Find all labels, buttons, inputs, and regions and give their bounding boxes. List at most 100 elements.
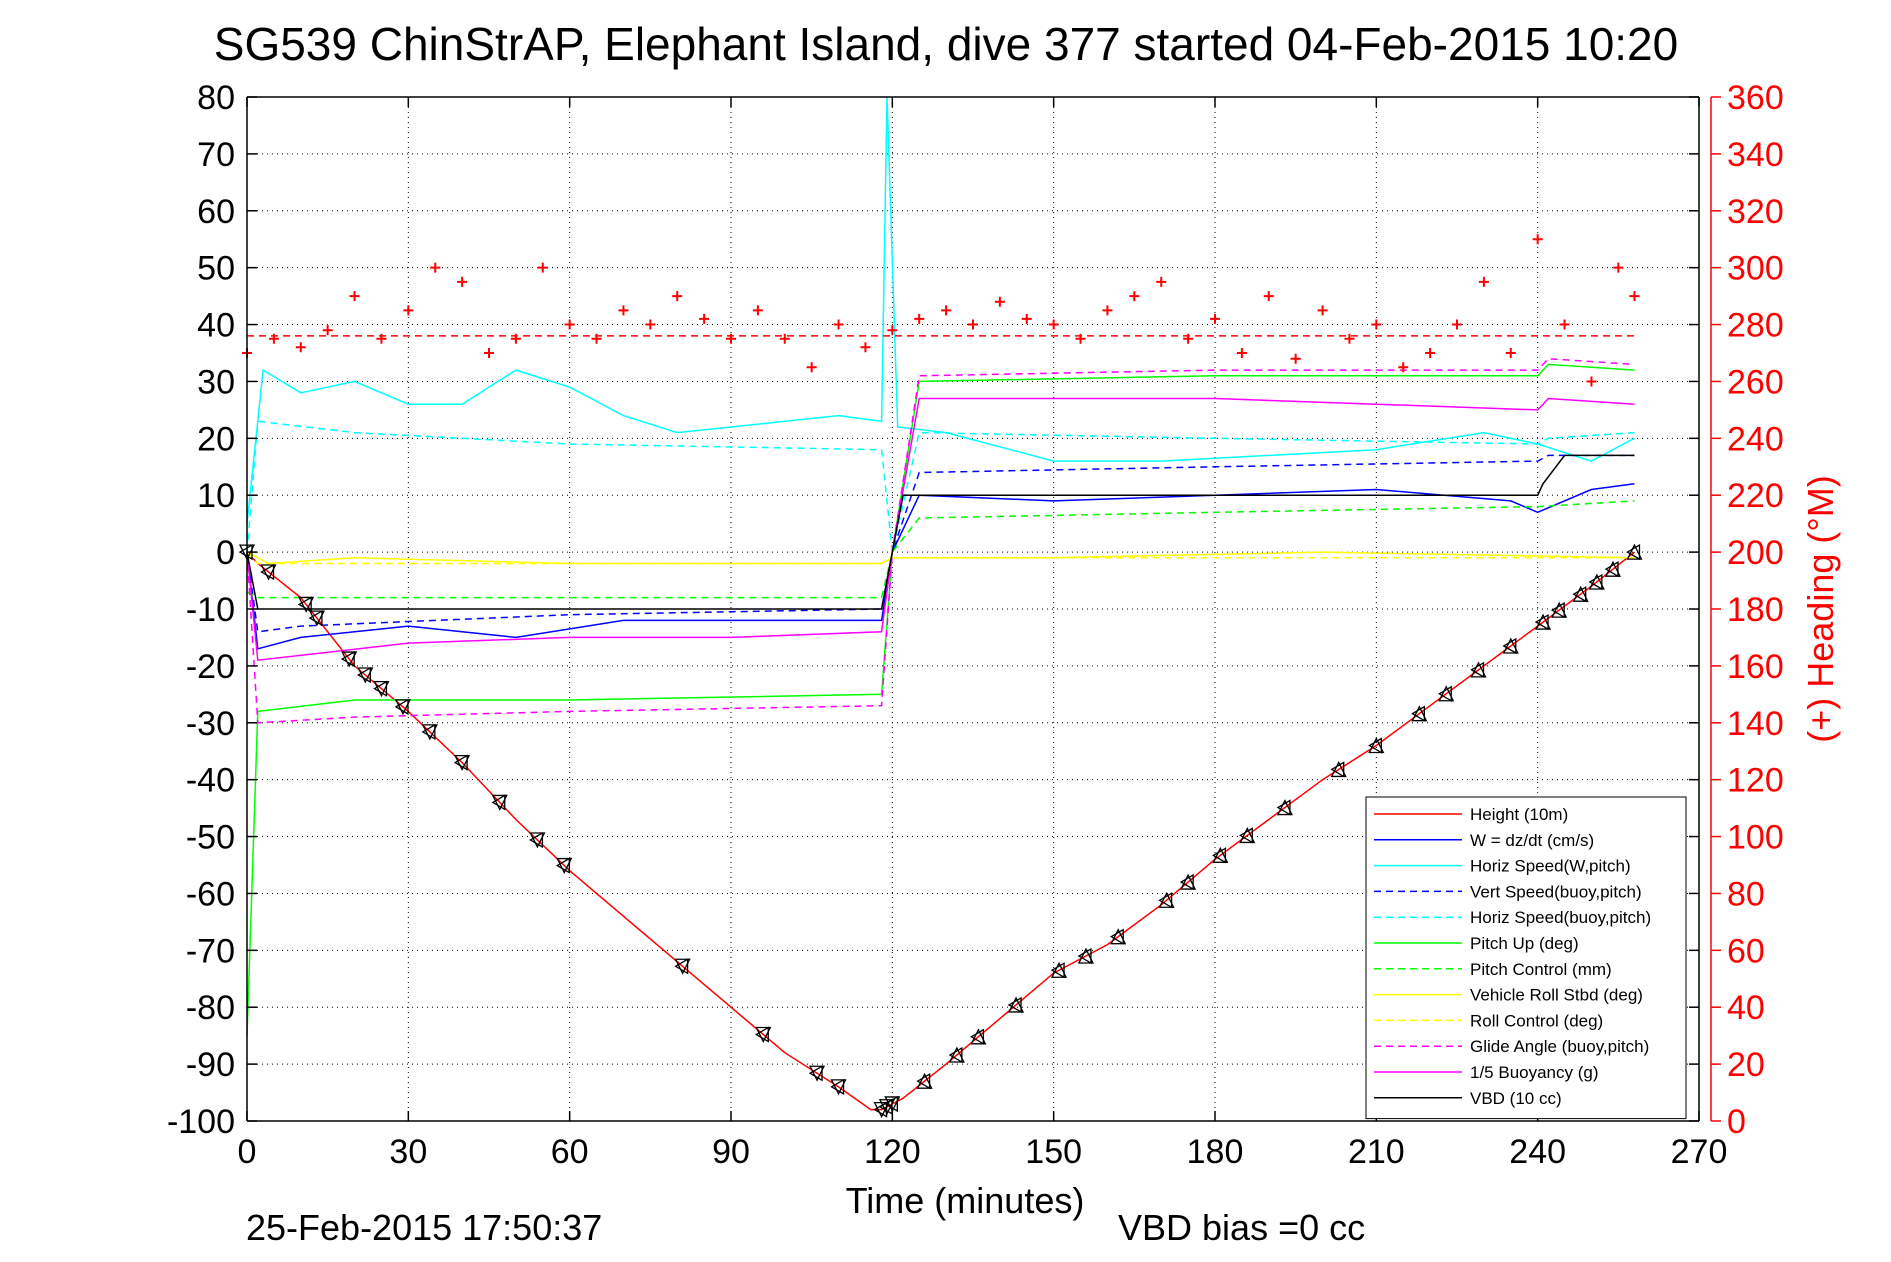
heading-marker [1129, 291, 1140, 302]
y2-tick-label: 140 [1727, 705, 1784, 743]
depth-marker-down [556, 857, 573, 875]
depth-marker-left [421, 723, 436, 741]
legend-entry: Vert Speed(buoy,pitch) [1470, 882, 1642, 901]
vbd-bias-note: VBD bias =0 cc [1118, 1207, 1365, 1248]
depth-marker-down [421, 724, 438, 741]
depth-marker-up [1212, 846, 1229, 863]
y-tick-label: 50 [197, 250, 235, 288]
heading-marker [322, 325, 333, 336]
y-tick-label: -80 [186, 989, 235, 1027]
heading-marker [806, 362, 817, 373]
depth-marker-left [754, 1026, 769, 1043]
x-tick-label: 60 [551, 1133, 589, 1171]
depth-marker-up [1438, 685, 1455, 702]
depth-marker-down [308, 610, 325, 627]
depth-marker-left [308, 609, 323, 627]
y-tick-label: -100 [167, 1103, 235, 1141]
depth-marker-up [1411, 705, 1428, 722]
legend-entry: Horiz Speed(W,pitch) [1470, 857, 1631, 876]
heading-marker [430, 262, 441, 273]
heading-marker [1236, 348, 1247, 358]
x-tick-label: 90 [712, 1133, 750, 1171]
depth-marker-left [297, 596, 312, 613]
series-horiz-speed-w-pitch [246, 96, 1635, 524]
heading-marker [1048, 319, 1059, 330]
x-axis-label: Time (minutes) [846, 1180, 1085, 1221]
footer-date: 25-Feb-2015 17:50:37 [246, 1207, 602, 1248]
heading-marker [1156, 276, 1167, 287]
depth-marker-down [298, 596, 315, 613]
heading-marker [779, 333, 790, 344]
depth-marker-left [1626, 543, 1641, 561]
y2-tick-label: 240 [1727, 420, 1784, 458]
depth-marker-left [260, 563, 275, 581]
legend-entry: 1/5 Buoyancy (g) [1470, 1063, 1599, 1082]
series-w-dz-dt-cm-s [246, 483, 1635, 650]
depth-marker-up [1626, 543, 1643, 560]
depth-marker-up [1276, 799, 1293, 816]
y2-tick-label: 220 [1727, 477, 1784, 515]
heading-marker [457, 276, 468, 287]
heading-marker [1021, 313, 1032, 324]
x-tick-label: 150 [1025, 1133, 1082, 1171]
y-tick-label: -30 [186, 705, 235, 743]
y-tick-label: 0 [216, 534, 235, 572]
y-tick-label: -90 [186, 1046, 235, 1084]
depth-marker-left [1534, 613, 1549, 631]
depth-marker-left [555, 857, 570, 874]
heading-marker [564, 319, 575, 330]
depth-marker-left [916, 1073, 931, 1090]
axes-layer: 0 30 60 90 120 150 180 210 240 270 80 70 60 50 40 30 20 1… [167, 79, 1784, 1171]
depth-marker-left [1502, 637, 1517, 655]
depth-marker-down [529, 832, 546, 849]
heading-marker [1629, 291, 1640, 302]
heading-marker [349, 291, 360, 302]
heading-marker [887, 325, 898, 336]
depth-marker-left [1276, 799, 1291, 816]
depth-marker-up [1572, 585, 1589, 602]
legend-entry: Horiz Speed(buoy,pitch) [1470, 908, 1651, 927]
heading-marker [403, 305, 414, 316]
legend-entry: Pitch Up (deg) [1470, 934, 1579, 953]
x-tick-label: 240 [1509, 1133, 1566, 1171]
y2-tick-label: 200 [1727, 534, 1784, 572]
series-pitch-control-mm [246, 500, 1635, 599]
depth-marker-left [1238, 827, 1253, 844]
depth-marker-up [1180, 873, 1197, 890]
depth-marker-down [454, 754, 471, 772]
depth-marker-up [1007, 996, 1025, 1013]
y-tick-label: -50 [186, 819, 235, 857]
heading-marker [994, 296, 1005, 307]
heading-marker [1586, 376, 1597, 387]
legend-entry: Glide Angle (buoy,pitch) [1470, 1037, 1649, 1056]
heading-marker [1613, 262, 1624, 273]
depth-marker-left [1550, 602, 1565, 619]
y2-tick-label: 280 [1727, 307, 1784, 345]
depth-marker-down [394, 699, 412, 716]
heading-marker [752, 305, 763, 316]
legend-entry: Roll Control (deg) [1470, 1011, 1603, 1030]
y-tick-label: 80 [197, 79, 235, 117]
depth-marker-down [808, 1065, 826, 1082]
y2-tick-label: 180 [1727, 591, 1784, 629]
depth-marker-left [1470, 661, 1485, 679]
heading-marker [699, 313, 710, 324]
series-1-5-buoyancy-g [246, 397, 1635, 662]
depth-marker-up [1330, 760, 1347, 778]
legend-entry: VBD (10 cc) [1470, 1089, 1562, 1108]
depth-marker-left [948, 1046, 963, 1064]
depth-marker-left [808, 1065, 823, 1082]
y-tick-label: -60 [186, 875, 235, 913]
depth-marker-down [884, 1096, 901, 1113]
depth-marker-left [1050, 962, 1065, 979]
heading-marker [1102, 305, 1113, 316]
y2-tick-label: 20 [1727, 1046, 1765, 1084]
depth-marker-left [970, 1028, 985, 1045]
y2-tick-label: 300 [1727, 250, 1784, 288]
heading-marker [1317, 305, 1328, 316]
heading-marker [941, 305, 952, 316]
depth-marker-up [1050, 961, 1068, 978]
y2-tick-label: 160 [1727, 648, 1784, 686]
y-tick-label: -10 [186, 591, 235, 629]
